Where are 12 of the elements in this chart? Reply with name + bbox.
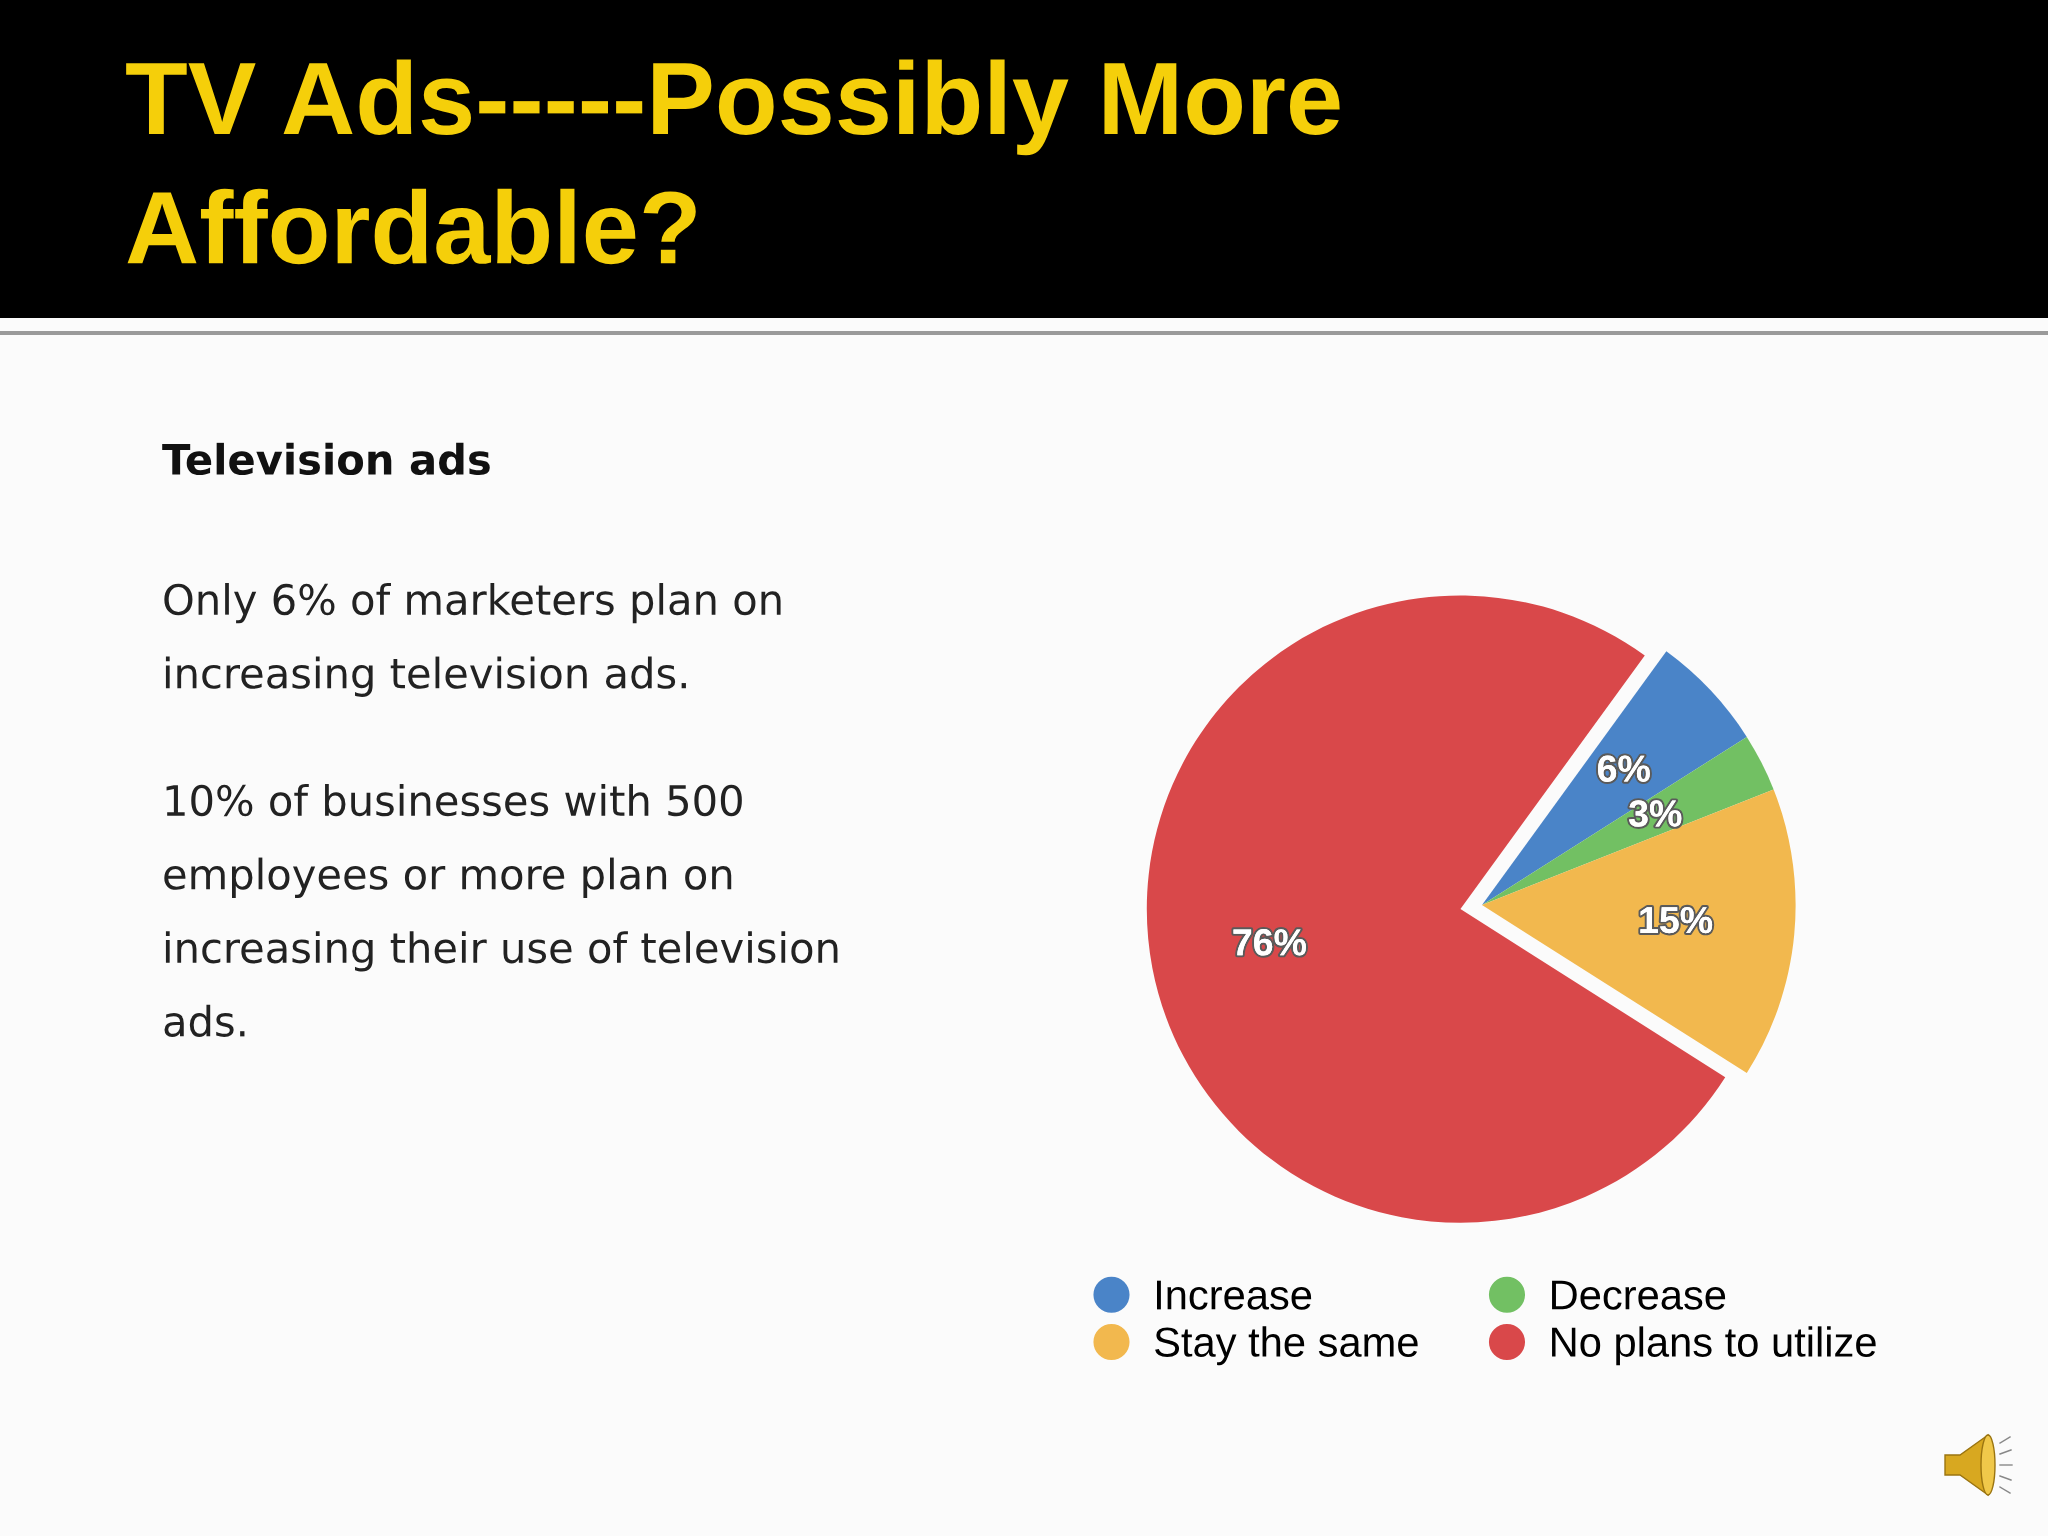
text: Television ads <box>162 442 490 476</box>
data-label: 6% <box>1598 755 1650 782</box>
legend-label: Decrease <box>1552 1280 1726 1310</box>
data-label: 76% <box>1233 929 1306 956</box>
legend-label: No plans to utilize <box>1552 1326 1876 1366</box>
data-label: 3% <box>1629 800 1682 827</box>
chart-title: TV Ads-----Possibly More Affordable? <box>126 59 1340 265</box>
data-label: 15% <box>1640 906 1713 934</box>
text: 10% of businesses with 500 employees or more plan on increasing their use of television ads. <box>164 784 838 1037</box>
legend-label: Stay the same <box>1155 1326 1418 1366</box>
legend-label: Increase <box>1157 1280 1312 1310</box>
text: Only 6% of marketers plan on increasing television ads. <box>164 583 781 697</box>
